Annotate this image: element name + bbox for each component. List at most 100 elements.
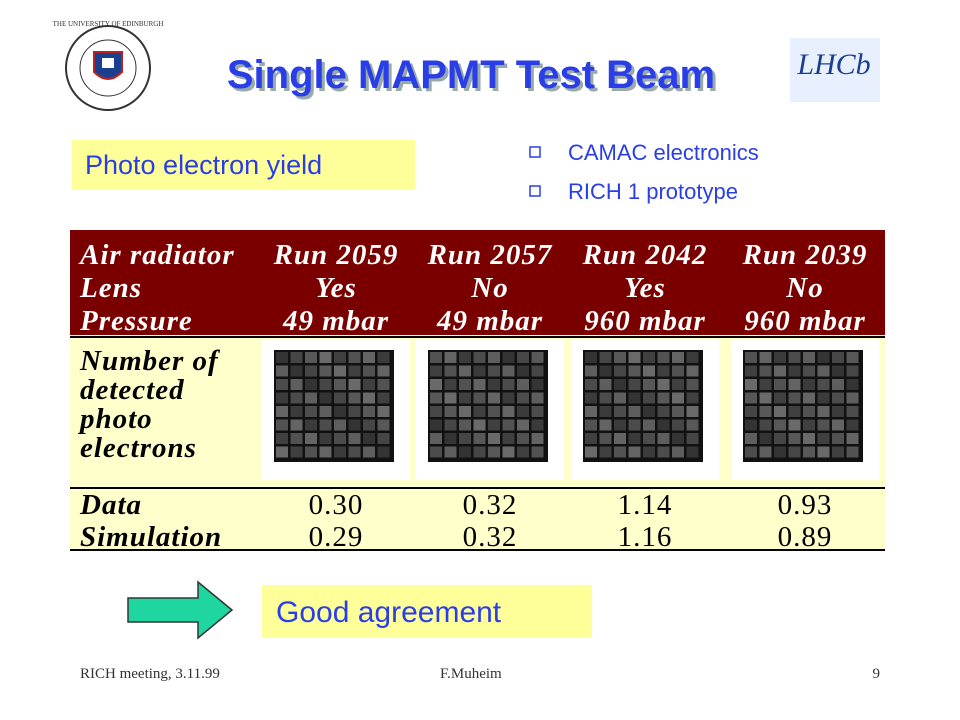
pixel: [759, 446, 772, 458]
pixel: [585, 379, 597, 390]
pixel: [348, 419, 361, 431]
pixel: [672, 392, 684, 404]
pixel: [290, 446, 303, 458]
pixel: [774, 419, 786, 431]
pixel: [517, 419, 529, 431]
pixel: [803, 392, 815, 404]
pixel: [290, 433, 303, 444]
pixel: [599, 419, 612, 431]
pixel: [803, 406, 815, 417]
pixel: [846, 379, 859, 390]
pixel: [628, 406, 641, 417]
pixel: [276, 419, 288, 431]
pixel: [657, 365, 670, 377]
pixel: [686, 392, 699, 404]
pixel: [444, 365, 457, 377]
pixel: [817, 446, 830, 458]
pixel: [517, 433, 529, 444]
cell: 1.16: [618, 521, 673, 553]
pixel: [599, 352, 612, 363]
pixel: [334, 352, 346, 363]
pixel: [290, 392, 303, 404]
pixel: [614, 352, 626, 363]
pixel: [319, 365, 332, 377]
pixel: [745, 433, 757, 444]
page-number: 9: [873, 666, 881, 682]
pixel: [759, 419, 772, 431]
pixel: [430, 392, 442, 404]
pixel: [745, 379, 757, 390]
pixel: [319, 419, 332, 431]
pixel: [788, 365, 801, 377]
pixel: [657, 419, 670, 431]
pixel: [276, 352, 288, 363]
callout-box: [72, 140, 415, 190]
pixel: [531, 365, 544, 377]
pixel: [672, 446, 684, 458]
title: Single MAPMT Test Beam: [227, 53, 715, 97]
pixel: [363, 446, 375, 458]
footer-center: F.Muheim: [440, 666, 502, 682]
pixel: [430, 433, 442, 444]
pixel: [444, 433, 457, 444]
pixel: [517, 446, 529, 458]
pixel: [657, 392, 670, 404]
pixel: [276, 365, 288, 377]
row-label: electrons: [80, 432, 197, 464]
pixel: [348, 352, 361, 363]
pixel: [614, 365, 626, 377]
row-label: Simulation: [80, 521, 222, 553]
pixel: [832, 392, 844, 404]
header-cell: Run 2059: [273, 239, 399, 271]
row-label: detected: [80, 374, 185, 406]
pixel: [430, 352, 442, 363]
pixel: [334, 392, 346, 404]
header-cell: No: [470, 272, 508, 304]
pixel: [657, 406, 670, 417]
pixel: [334, 419, 346, 431]
pixel: [488, 392, 500, 404]
pixel: [459, 406, 471, 417]
pixel: [846, 392, 859, 404]
pixel: [817, 406, 830, 417]
pixel: [599, 392, 612, 404]
pixel: [643, 406, 655, 417]
pixel: [348, 379, 361, 390]
pixel: [334, 406, 346, 417]
pixel: [305, 419, 317, 431]
pixel: [614, 379, 626, 390]
pixel: [585, 406, 597, 417]
pixel: [334, 379, 346, 390]
pixel: [430, 379, 442, 390]
row-label: photo: [77, 403, 153, 435]
header-cell: Run 2057: [427, 239, 553, 271]
pixel: [473, 392, 486, 404]
pixel: [686, 365, 699, 377]
pixel: [672, 406, 684, 417]
pixel: [657, 446, 670, 458]
pixel: [319, 352, 332, 363]
pixel: [473, 419, 486, 431]
pixel: [643, 352, 655, 363]
pixel: [377, 392, 390, 404]
cell: 0.93: [778, 489, 833, 521]
pixel: [803, 433, 815, 444]
pixel: [377, 406, 390, 417]
pixel: [832, 365, 844, 377]
pixel: [517, 379, 529, 390]
pixel: [628, 392, 641, 404]
pixel: [488, 419, 500, 431]
pixel: [444, 352, 457, 363]
pixel: [290, 365, 303, 377]
pixel: [305, 446, 317, 458]
bullet-icon: [529, 185, 541, 197]
pixel: [444, 406, 457, 417]
pixel: [276, 379, 288, 390]
pixel: [803, 352, 815, 363]
pixel: [502, 392, 515, 404]
pixel: [774, 433, 786, 444]
conclusion: Good agreement: [276, 596, 502, 629]
pixel: [430, 446, 442, 458]
pixel: [473, 446, 486, 458]
